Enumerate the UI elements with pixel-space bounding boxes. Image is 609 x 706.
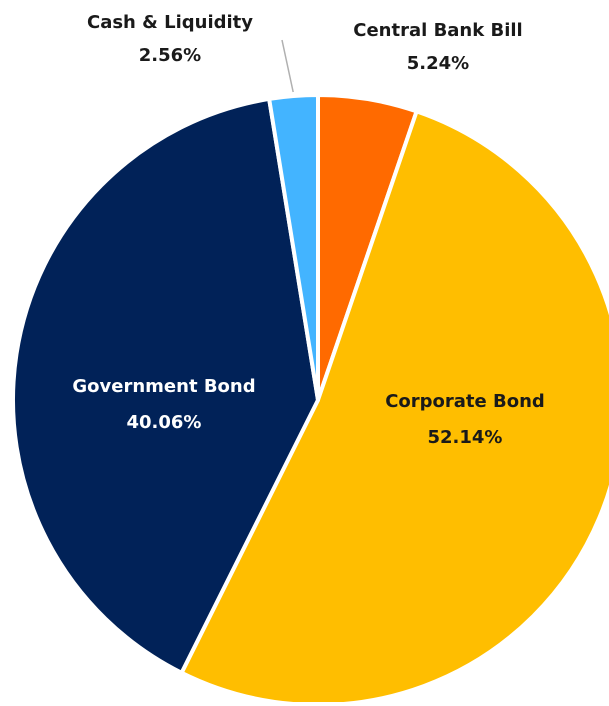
slice-value-label-central-bank-bill: 5.24% — [407, 53, 469, 74]
slice-name-label-government-bond: Government Bond — [72, 376, 255, 397]
slice-name-label-cash-and-liquidity: Cash & Liquidity — [87, 12, 253, 33]
slice-value-label-cash-and-liquidity: 2.56% — [139, 45, 201, 66]
leader-line-cash-and-liquidity — [281, 39, 294, 93]
leader-lines-layer — [281, 39, 294, 93]
slice-name-label-corporate-bond: Corporate Bond — [385, 391, 545, 412]
slice-name-label-central-bank-bill: Central Bank Bill — [353, 20, 522, 41]
slices-layer — [11, 93, 609, 706]
slice-value-label-government-bond: 40.06% — [127, 412, 202, 433]
pie-slice-government-bond — [11, 96, 320, 675]
pie-slice-cash-and-liquidity — [267, 93, 320, 402]
slice-value-label-corporate-bond: 52.14% — [428, 427, 503, 448]
labels-layer: Central Bank Bill 5.24% Corporate Bond 52.1… — [72, 12, 544, 448]
